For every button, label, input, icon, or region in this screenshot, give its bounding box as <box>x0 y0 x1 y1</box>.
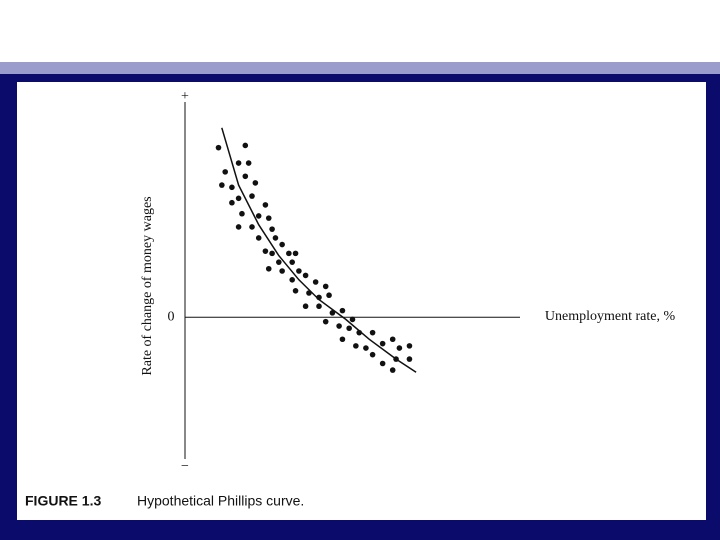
data-point <box>322 283 329 290</box>
data-point <box>252 180 259 186</box>
data-point <box>353 343 359 349</box>
data-point <box>239 210 245 217</box>
data-point <box>296 268 302 274</box>
data-point <box>316 303 322 310</box>
data-point <box>229 199 235 206</box>
data-point <box>249 224 255 230</box>
data-point <box>219 182 225 188</box>
data-point <box>312 279 319 285</box>
data-point <box>406 356 413 362</box>
data-point <box>276 259 282 265</box>
figure-label: FIGURE 1.3 <box>25 493 101 509</box>
y-tick-label: + <box>181 89 189 104</box>
data-point <box>336 323 342 329</box>
data-point <box>255 213 262 219</box>
data-point <box>242 173 249 180</box>
header-stripe <box>0 62 720 74</box>
phillips-curve <box>221 127 417 373</box>
data-point <box>369 351 376 358</box>
data-point <box>406 343 413 349</box>
data-point <box>289 259 296 265</box>
data-point <box>339 307 346 314</box>
data-point <box>265 265 272 272</box>
data-point <box>389 336 396 343</box>
data-point <box>272 235 279 241</box>
data-point <box>222 169 228 175</box>
data-point <box>279 241 285 248</box>
data-point <box>249 193 255 199</box>
data-point <box>339 336 346 343</box>
y-tick-label: − <box>181 459 189 474</box>
data-point <box>396 345 403 351</box>
data-point <box>389 367 396 373</box>
data-point <box>242 142 249 149</box>
data-point <box>269 250 275 257</box>
data-point <box>269 226 275 232</box>
data-point <box>229 184 235 191</box>
data-point <box>235 160 242 166</box>
data-point <box>302 303 309 310</box>
data-point <box>322 318 329 325</box>
data-point <box>235 195 242 202</box>
data-point <box>369 329 376 336</box>
data-point <box>235 224 242 230</box>
data-point <box>379 340 386 347</box>
data-point <box>302 272 309 279</box>
caption: Hypothetical Phillips curve. <box>137 493 304 509</box>
data-point <box>255 235 262 241</box>
data-point <box>292 288 299 294</box>
y-tick-label: 0 <box>168 309 175 324</box>
data-point <box>289 276 296 283</box>
figure-panel <box>17 82 706 520</box>
data-point <box>326 292 332 299</box>
y-axis-label: Rate of change of money wages <box>140 196 155 375</box>
data-point <box>286 250 292 257</box>
data-point <box>363 345 369 351</box>
data-point <box>215 144 222 151</box>
data-point <box>262 248 269 254</box>
x-axis-label: Unemployment rate, % <box>545 309 676 324</box>
data-point <box>265 215 272 221</box>
data-point <box>349 316 356 323</box>
data-point <box>379 360 386 367</box>
data-point <box>262 202 269 208</box>
data-point <box>245 160 252 166</box>
data-point <box>346 325 352 332</box>
data-point <box>279 268 285 274</box>
data-point <box>292 250 299 257</box>
